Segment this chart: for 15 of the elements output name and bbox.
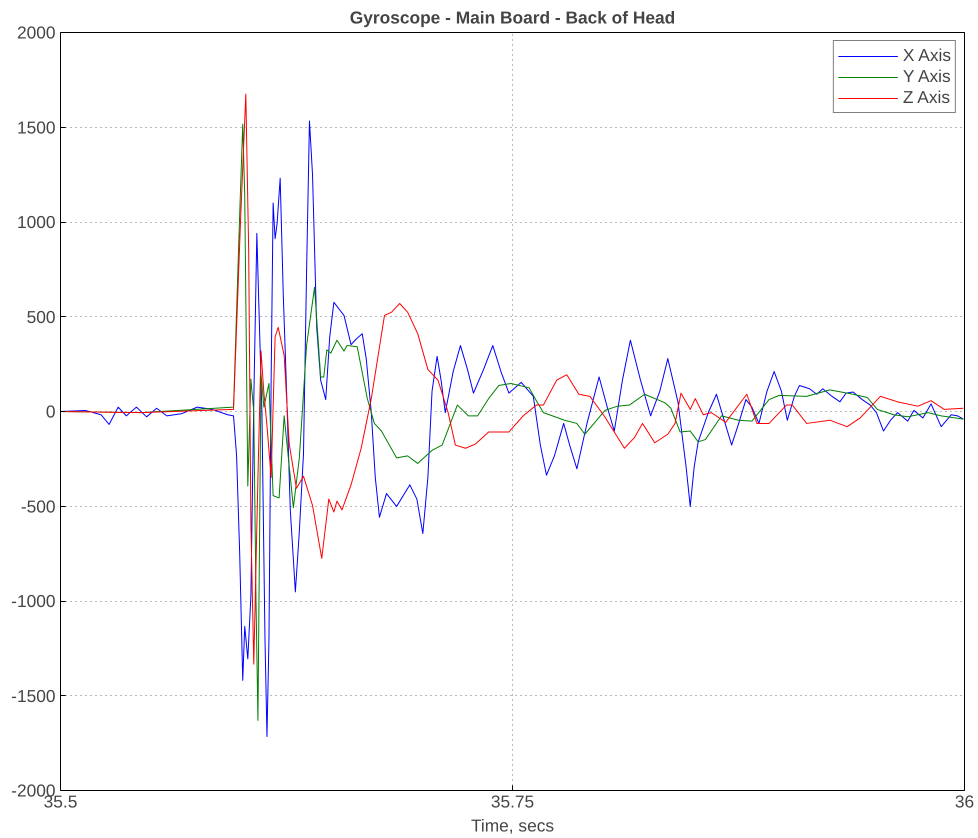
legend-label: Z Axis xyxy=(902,87,950,108)
legend-label: Y Axis xyxy=(902,66,951,87)
x-tick-label: 35.75 xyxy=(490,792,534,812)
y-tick-label: -500 xyxy=(20,496,56,516)
y-tick-label: 1500 xyxy=(16,117,56,138)
y-tick-label: 0 xyxy=(46,402,56,422)
y-tick-label: -1000 xyxy=(11,591,56,611)
chart-title: Gyroscope - Main Board - Back of Head xyxy=(350,8,676,28)
y-tick-label: 2000 xyxy=(16,22,56,42)
y-tick-label: 500 xyxy=(26,306,56,327)
y-tick-label: -1500 xyxy=(11,686,56,706)
y-tick-label: 1000 xyxy=(16,212,56,232)
x-axis-title: Time, secs xyxy=(470,816,554,836)
x-tick-label: 36 xyxy=(954,792,974,812)
legend-label: X Axis xyxy=(902,45,951,66)
